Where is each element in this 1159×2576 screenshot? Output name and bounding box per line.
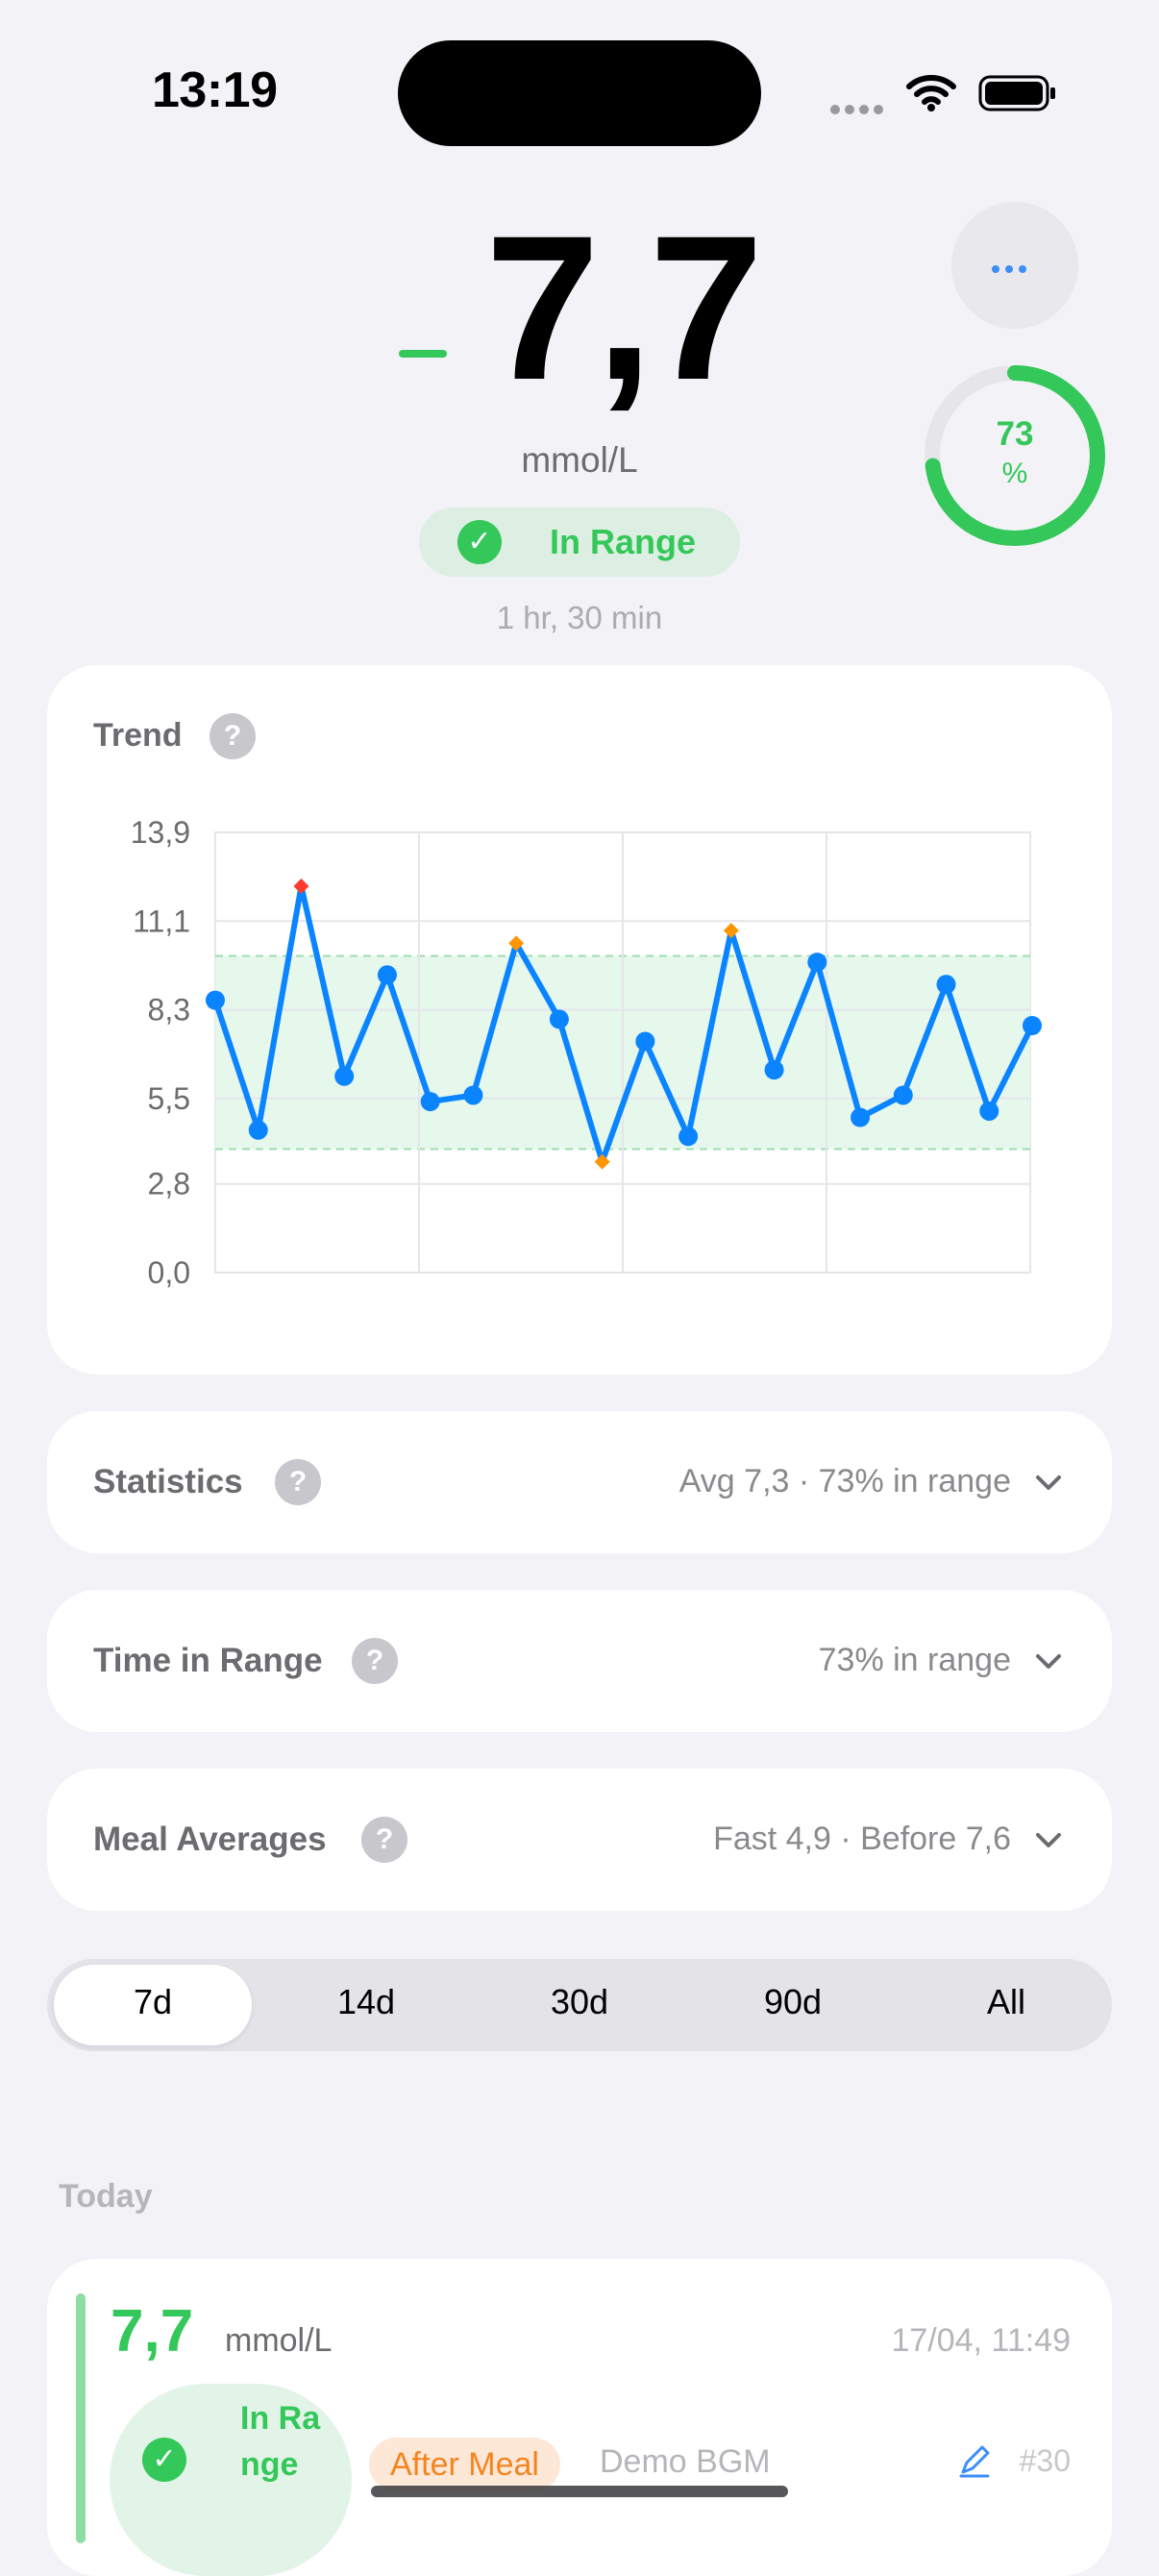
trend-point: [463, 1085, 483, 1105]
checkmark-icon: ✓: [457, 520, 502, 564]
period-90d[interactable]: 90d: [763, 1982, 823, 2021]
checkmark-icon: ✓: [142, 2438, 186, 2482]
time-in-range-summary: 73% in range: [818, 1642, 1011, 1678]
current-glucose-unit: mmol/L: [521, 440, 638, 480]
y-tick-label: 5,5: [148, 1081, 190, 1116]
y-tick-label: 0,0: [148, 1255, 190, 1290]
dynamic-island: [398, 40, 761, 146]
trend-point: [248, 1120, 268, 1140]
edit-icon[interactable]: [957, 2443, 992, 2478]
trend-point: [635, 1031, 655, 1052]
trend-point: [807, 953, 827, 973]
wifi-icon: [906, 75, 956, 111]
cellular-signal-icon: [830, 102, 888, 115]
trend-point: [979, 1101, 999, 1121]
section-header-today: Today: [59, 2178, 153, 2215]
chevron-down-icon[interactable]: [1032, 1467, 1065, 1499]
trend-point: [420, 1092, 440, 1112]
trend-title: Trend: [93, 717, 183, 754]
trend-point: [334, 1066, 355, 1086]
entry-timestamp: 17/04, 11:49: [891, 2322, 1071, 2359]
entry-status-bar: [76, 2293, 86, 2543]
trend-point: [764, 1060, 784, 1080]
meal-tag: After Meal: [369, 2438, 560, 2491]
time-in-range-help-icon[interactable]: ?: [352, 1638, 398, 1684]
y-tick-label: 8,3: [148, 993, 190, 1028]
device-label: Demo BGM: [600, 2443, 771, 2480]
trend-point: [936, 975, 956, 995]
trend-steady-icon: [399, 350, 447, 358]
battery-icon: [978, 75, 1055, 111]
trend-point-high: [293, 879, 309, 895]
period-all[interactable]: All: [986, 1982, 1025, 2021]
trend-point-warning: [508, 935, 525, 952]
status-time: 13:19: [152, 62, 278, 118]
trend-point: [678, 1127, 699, 1147]
entry-unit: mmol/L: [225, 2322, 333, 2359]
statistics-title: Statistics: [93, 1463, 243, 1500]
trend-point: [206, 990, 225, 1010]
y-tick-label: 13,9: [131, 815, 190, 850]
trend-point: [893, 1085, 913, 1105]
period-14d[interactable]: 14d: [336, 1982, 396, 2021]
period-selected-indicator: [54, 1965, 252, 2045]
period-7d[interactable]: 7d: [133, 1982, 173, 2021]
meal-averages-help-icon[interactable]: ?: [361, 1817, 407, 1863]
time-in-range-ring: [925, 365, 1105, 546]
time-in-range-value: 73: [996, 415, 1034, 453]
statistics-help-icon[interactable]: ?: [275, 1459, 321, 1505]
chevron-down-icon[interactable]: [1032, 1646, 1065, 1678]
home-indicator[interactable]: [371, 2486, 788, 2497]
period-30d[interactable]: 30d: [550, 1982, 609, 2021]
trend-point: [377, 965, 397, 985]
trend-point: [549, 1009, 569, 1029]
trend-point-warning: [594, 1153, 610, 1170]
trend-help-icon[interactable]: ?: [210, 713, 256, 759]
entry-value: 7,7: [111, 2298, 194, 2365]
chevron-down-icon[interactable]: [1032, 1824, 1065, 1857]
more-options-button[interactable]: [951, 202, 1078, 329]
meal-averages-section[interactable]: [47, 1769, 1112, 1911]
time-in-range-section[interactable]: [47, 1590, 1112, 1732]
time-in-range-title: Time in Range: [93, 1642, 323, 1679]
entry-status-label: In Range: [240, 2400, 321, 2483]
statistics-section[interactable]: [47, 1411, 1112, 1553]
entry-number: #30: [1019, 2443, 1071, 2478]
y-tick-label: 11,1: [133, 904, 190, 938]
statistics-summary: Avg 7,3 · 73% in range: [678, 1463, 1011, 1499]
reading-elapsed-time: 1 hr, 30 min: [496, 600, 663, 635]
meal-averages-summary: Fast 4,9 · Before 7,6: [713, 1821, 1011, 1857]
ellipsis-icon: [992, 260, 1038, 273]
trend-point: [1023, 1015, 1042, 1035]
range-status-label: In Range: [549, 522, 696, 561]
trend-chart: 13,9 11,1 8,3 5,5 2,8 0,0: [131, 815, 1042, 1290]
meal-averages-title: Meal Averages: [93, 1821, 327, 1858]
current-glucose-value: 7,7: [485, 193, 763, 423]
time-in-range-unit: %: [1001, 458, 1028, 489]
trend-point-warning: [723, 923, 739, 939]
y-tick-label: 2,8: [148, 1167, 190, 1201]
trend-point: [851, 1107, 871, 1127]
